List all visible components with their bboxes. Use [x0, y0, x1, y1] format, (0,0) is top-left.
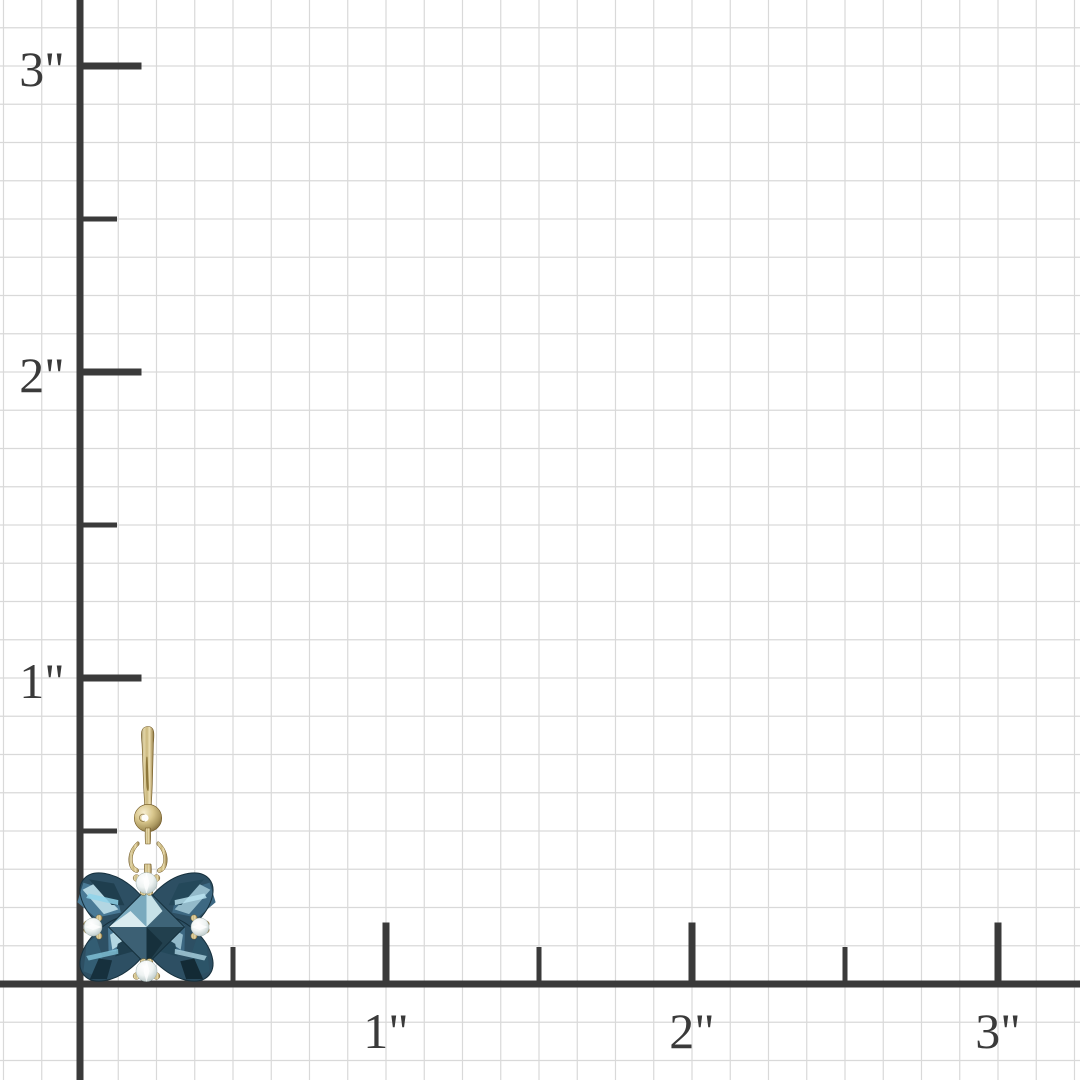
svg-text:3": 3" — [19, 41, 64, 97]
svg-text:3": 3" — [975, 1003, 1020, 1059]
svg-text:2": 2" — [669, 1003, 714, 1059]
svg-text:2": 2" — [19, 347, 64, 403]
svg-text:1": 1" — [19, 653, 64, 709]
svg-text:1": 1" — [363, 1003, 408, 1059]
